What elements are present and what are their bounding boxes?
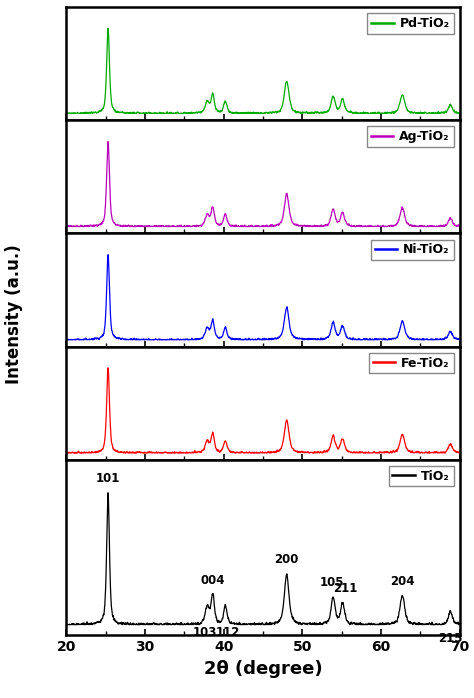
Text: 101: 101	[96, 472, 120, 485]
Text: Intensity (a.u.): Intensity (a.u.)	[5, 244, 23, 384]
Legend: Ni-TiO₂: Ni-TiO₂	[371, 239, 454, 260]
Text: 105: 105	[319, 576, 344, 589]
Legend: Pd-TiO₂: Pd-TiO₂	[367, 13, 454, 34]
Text: 103: 103	[192, 626, 217, 639]
Legend: TiO₂: TiO₂	[389, 466, 454, 487]
Legend: Fe-TiO₂: Fe-TiO₂	[369, 352, 454, 373]
Text: 215: 215	[438, 632, 463, 645]
Text: 112: 112	[216, 626, 240, 639]
Text: 200: 200	[274, 554, 299, 567]
Text: 004: 004	[201, 574, 225, 587]
Text: 204: 204	[390, 574, 415, 588]
Text: 211: 211	[333, 582, 357, 595]
X-axis label: 2θ (degree): 2θ (degree)	[204, 660, 322, 678]
Legend: Ag-TiO₂: Ag-TiO₂	[367, 126, 454, 147]
